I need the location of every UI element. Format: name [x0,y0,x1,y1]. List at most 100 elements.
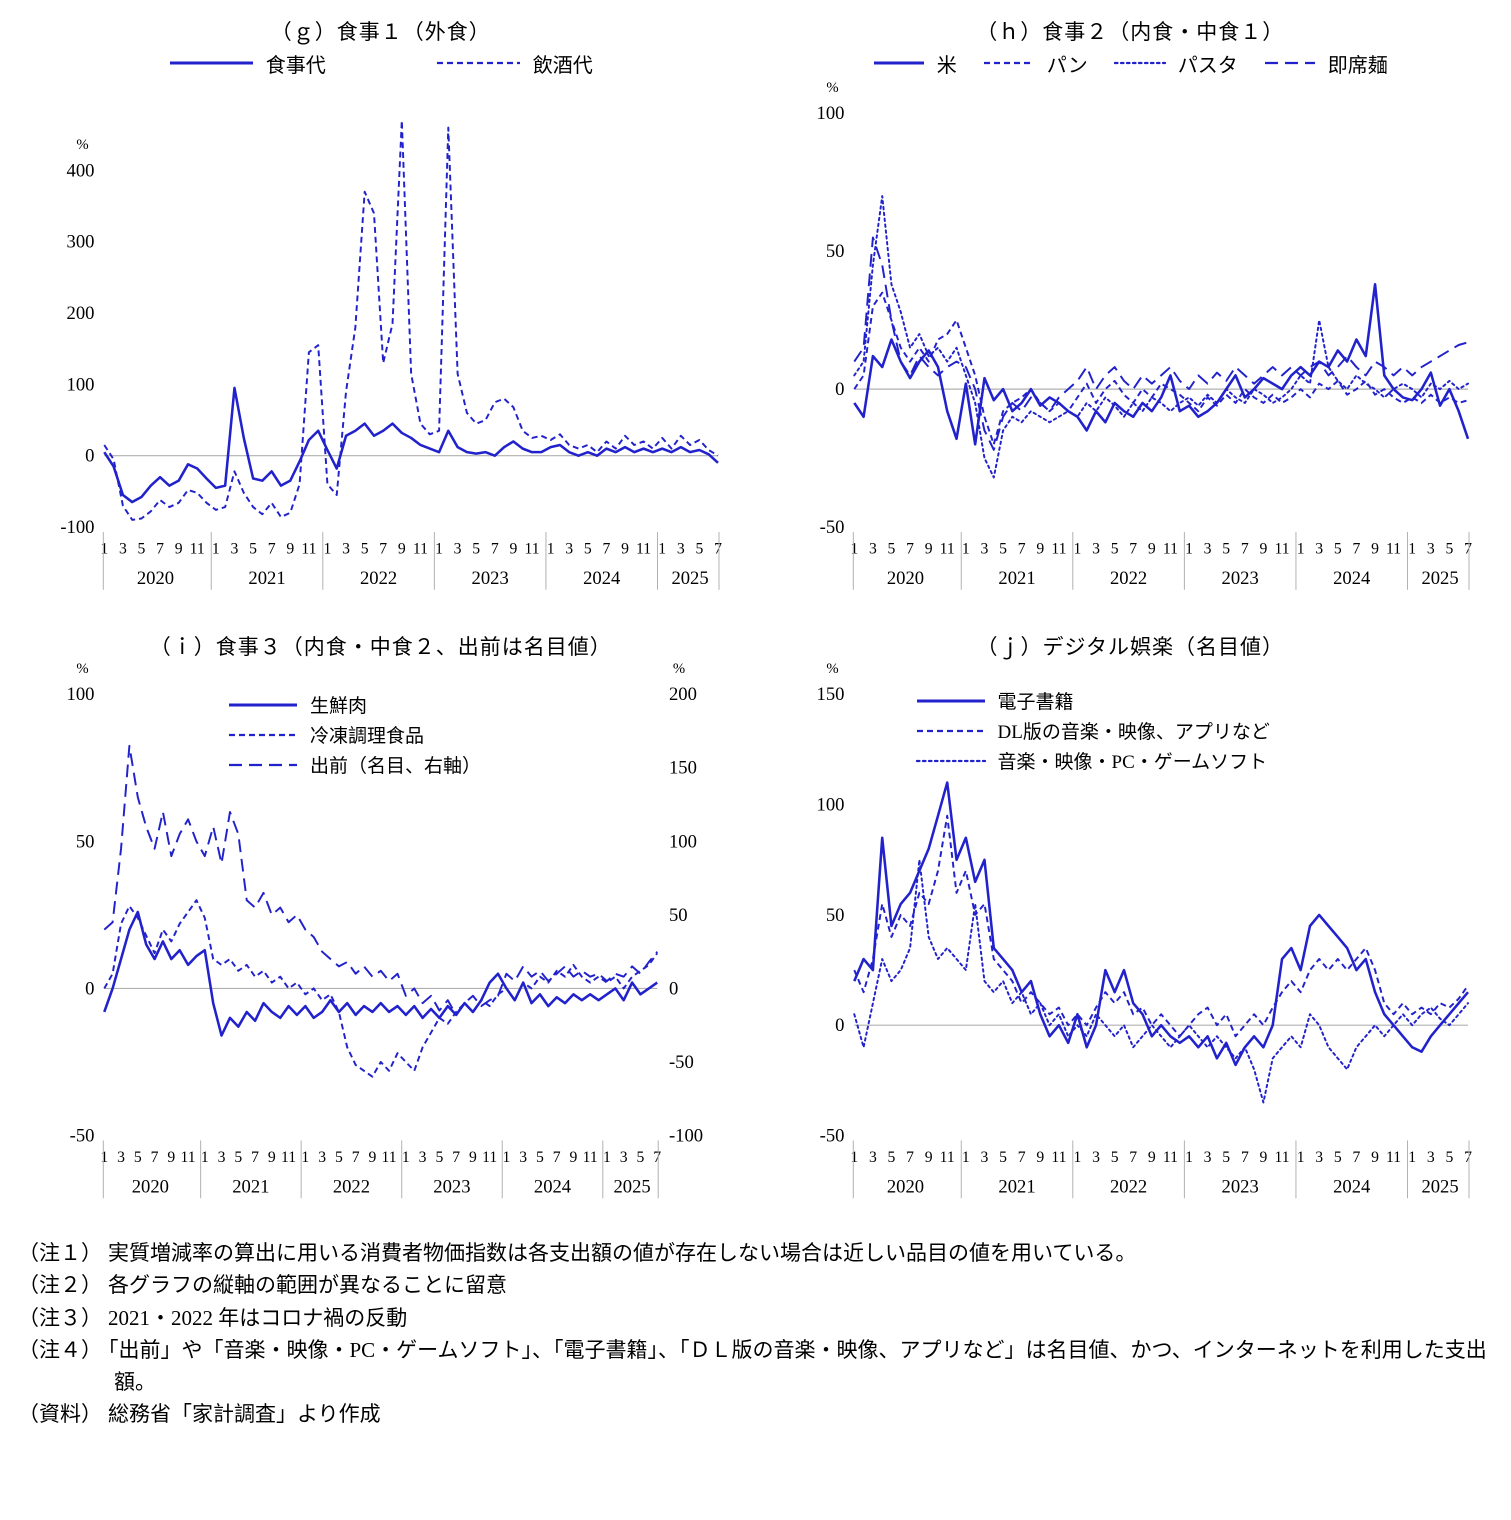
svg-text:11: 11 [382,1149,397,1166]
svg-text:200: 200 [67,303,95,324]
note-3: （注３） 2021・2022 年はコロナ禍の反動 [18,1303,1493,1335]
svg-text:1: 1 [1073,541,1081,558]
svg-text:%: % [76,661,88,677]
svg-text:11: 11 [1051,1149,1066,1166]
legend-label: 飲酒代 [532,54,593,77]
svg-text:1: 1 [1185,541,1193,558]
svg-text:9: 9 [1371,1149,1379,1166]
svg-text:7: 7 [906,1149,914,1166]
svg-text:1: 1 [1073,1149,1081,1166]
svg-text:7: 7 [1240,541,1248,558]
svg-text:2025: 2025 [1421,1177,1458,1198]
chart-plot: -100 0 100 200 300 400% 1 3 5 7 9 11 2020 1 3 5 7 9 11 2021… [18,80,744,621]
chart-title: （ｉ）食事３（内食・中食２、出前は名目値） [149,635,612,660]
svg-text:5: 5 [134,1149,142,1166]
svg-text:9: 9 [268,1149,276,1166]
svg-text:3: 3 [1315,1149,1323,1166]
chart-plot: -50 0 50 100% 1 3 5 7 9 11 2020 1 3 5 7 9 11 2021 1 3 5 7 9 11 2… [768,80,1494,621]
legend-label: 即席麺 [1327,54,1388,77]
svg-text:2025: 2025 [671,568,708,589]
svg-text:11: 11 [413,541,428,558]
svg-text:11: 11 [524,541,539,558]
svg-text:100: 100 [669,831,697,852]
chart-title: （ｇ）食事１（外食） [270,20,491,44]
svg-text:3: 3 [519,1149,527,1166]
svg-text:5: 5 [584,541,592,558]
legend-line-sample-dashed [436,61,520,65]
svg-text:9: 9 [569,1149,577,1166]
svg-text:11: 11 [482,1149,497,1166]
svg-text:2023: 2023 [472,568,509,589]
svg-text:%: % [673,661,685,677]
svg-text:9: 9 [1259,541,1267,558]
series-line-solid [103,386,719,504]
svg-text:2022: 2022 [1109,1177,1146,1198]
svg-text:5: 5 [1445,541,1453,558]
svg-text:150: 150 [816,684,844,705]
note-text: 各グラフの縦軸の範囲が異なることに留意 [108,1273,507,1298]
svg-text:5: 5 [335,1149,343,1166]
svg-text:1: 1 [201,1149,209,1166]
legend-item: 米 [873,49,957,78]
svg-text:7: 7 [1017,541,1025,558]
series-lines [852,195,1469,479]
legend-line-sample-dashed [983,61,1034,65]
svg-text:11: 11 [181,1149,196,1166]
svg-text:3: 3 [1315,541,1323,558]
svg-text:3: 3 [1092,1149,1100,1166]
svg-text:11: 11 [939,541,954,558]
svg-text:2025: 2025 [1421,568,1458,589]
svg-text:-50: -50 [819,1126,844,1147]
series-lines [103,119,719,521]
legend-line-sample-solid [229,703,297,707]
svg-text:7: 7 [491,541,499,558]
svg-text:3: 3 [231,541,239,558]
svg-text:5: 5 [472,541,480,558]
svg-text:100: 100 [67,374,95,395]
svg-text:5: 5 [695,541,703,558]
legend-line-sample-solid [916,699,985,703]
legend-item: 冷凍調理食品 [228,721,481,748]
legend-label: 音楽・映像・PC・ゲームソフト [997,752,1268,774]
svg-text:9: 9 [1147,541,1155,558]
chart-legend: 電子書籍 DL版の音楽・映像、アプリなど 音楽・映像・PC・ゲームソフト [915,687,1270,774]
note-label: （資料） [18,1402,102,1427]
svg-text:7: 7 [1352,1149,1360,1166]
series-line-solid [852,283,1469,446]
svg-text:2023: 2023 [1221,1177,1258,1198]
legend-line-sample-dotted [915,759,986,762]
series-line-solid [103,910,658,1037]
svg-text:9: 9 [167,1149,175,1166]
svg-text:2023: 2023 [1221,568,1258,589]
svg-text:5: 5 [1445,1149,1453,1166]
svg-text:3: 3 [342,541,350,558]
svg-text:7: 7 [553,1149,561,1166]
svg-text:%: % [826,661,838,677]
legend-label: パスタ [1177,54,1238,77]
svg-text:1: 1 [961,541,969,558]
svg-text:1: 1 [503,1149,511,1166]
legend-item: 生鮮肉 [228,691,481,718]
svg-text:1: 1 [547,541,555,558]
legend-item: パスタ [1113,49,1238,78]
svg-text:1: 1 [100,1149,108,1166]
legend-line-sample-solid [169,61,253,65]
y-axis-left: -50 0 50 100 150% [816,661,844,1146]
svg-text:300: 300 [67,232,95,253]
svg-text:9: 9 [1147,1149,1155,1166]
chart-legend: 米 パン パスタ 即席麺 [768,46,1494,80]
legend-item: パン [983,49,1088,78]
svg-text:5: 5 [637,1149,645,1166]
svg-text:-50: -50 [669,1052,694,1073]
svg-text:3: 3 [218,1149,226,1166]
svg-text:7: 7 [714,541,722,558]
chart-plot: -50 0 50 100% -100 -50 0 50 100 150 200% 1 3 5 7 9 11 202… [18,661,744,1230]
svg-text:100: 100 [816,795,844,816]
svg-text:3: 3 [677,541,685,558]
svg-text:1: 1 [301,1149,309,1166]
svg-text:7: 7 [906,541,914,558]
svg-text:5: 5 [138,541,146,558]
